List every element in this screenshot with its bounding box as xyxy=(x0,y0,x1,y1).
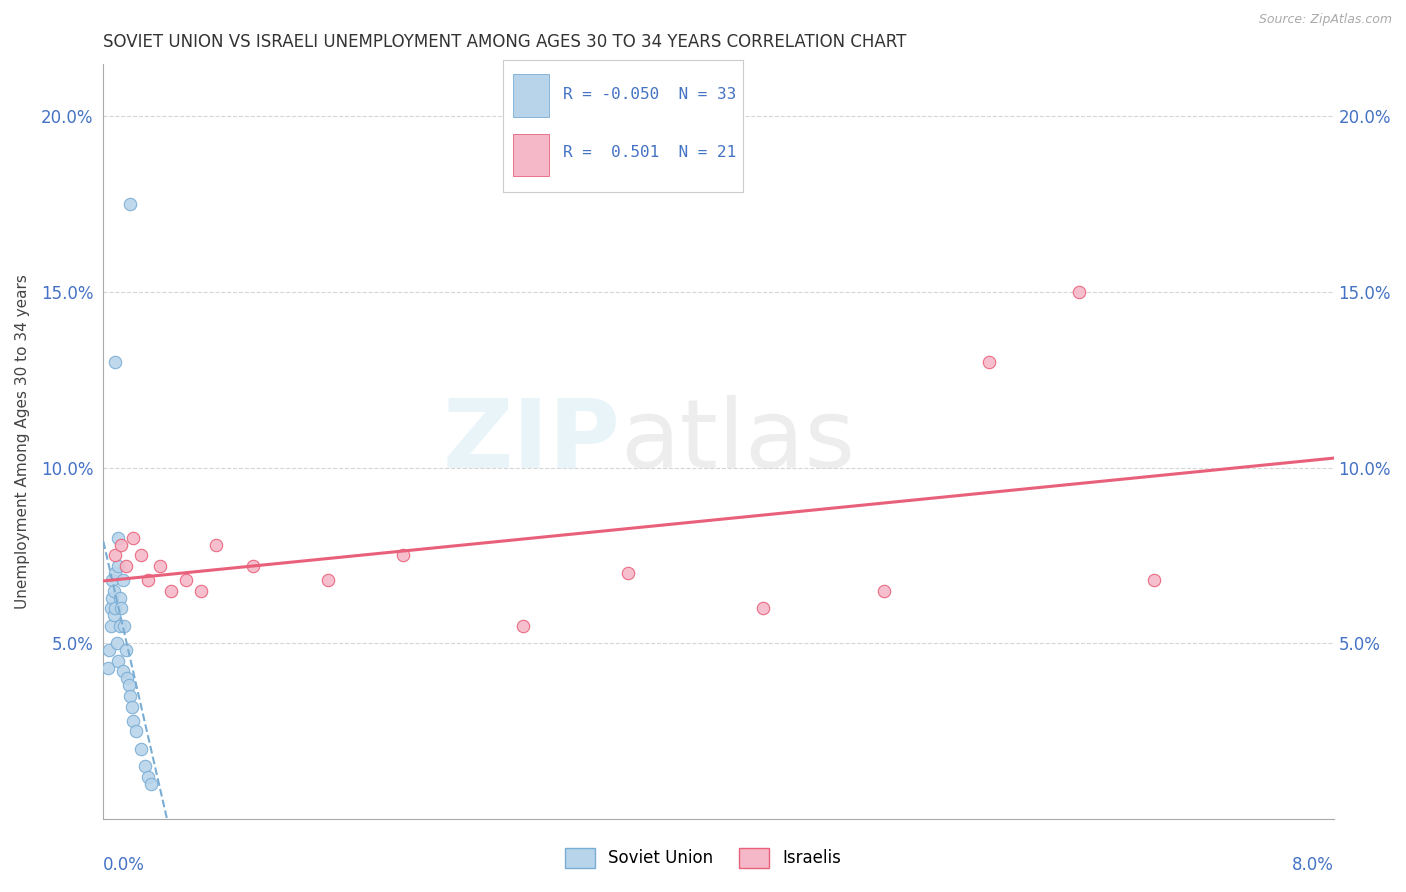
Point xyxy=(100,601,122,615)
Bar xyxy=(513,74,548,117)
Point xyxy=(872,583,894,598)
Point xyxy=(138,770,160,784)
Point xyxy=(111,573,134,587)
Point xyxy=(115,643,138,657)
Point xyxy=(108,591,131,605)
Text: Source: ZipAtlas.com: Source: ZipAtlas.com xyxy=(1258,13,1392,27)
Point xyxy=(122,531,145,545)
Point xyxy=(617,566,640,580)
Point xyxy=(512,619,534,633)
Point xyxy=(138,573,160,587)
Point xyxy=(101,591,124,605)
Point xyxy=(111,665,134,679)
Point xyxy=(112,619,135,633)
Point xyxy=(190,583,212,598)
Point xyxy=(105,636,128,650)
Point xyxy=(104,566,127,580)
Point xyxy=(752,601,775,615)
Point xyxy=(242,559,264,574)
Point xyxy=(107,654,129,668)
Point xyxy=(100,619,122,633)
Text: atlas: atlas xyxy=(620,395,855,488)
Point xyxy=(110,538,132,552)
Point xyxy=(160,583,183,598)
Point xyxy=(108,619,131,633)
Point xyxy=(121,699,143,714)
Text: SOVIET UNION VS ISRAELI UNEMPLOYMENT AMONG AGES 30 TO 34 YEARS CORRELATION CHART: SOVIET UNION VS ISRAELI UNEMPLOYMENT AMO… xyxy=(103,33,907,51)
Point xyxy=(129,549,152,563)
Point xyxy=(120,197,142,211)
Point xyxy=(149,559,172,574)
Point xyxy=(98,643,121,657)
Point xyxy=(107,559,129,574)
Point xyxy=(103,583,125,598)
Point xyxy=(104,549,127,563)
Point xyxy=(392,549,415,563)
Point xyxy=(107,531,129,545)
Bar xyxy=(513,134,548,176)
Point xyxy=(174,573,197,587)
Point xyxy=(1142,573,1164,587)
Text: R = -0.050  N = 33: R = -0.050 N = 33 xyxy=(564,87,737,103)
Point xyxy=(977,355,1000,369)
Point xyxy=(101,573,124,587)
Text: 8.0%: 8.0% xyxy=(1292,855,1334,873)
Text: R =  0.501  N = 21: R = 0.501 N = 21 xyxy=(564,145,737,161)
Point xyxy=(122,714,145,728)
Point xyxy=(125,724,148,739)
Point xyxy=(117,672,139,686)
Point xyxy=(104,601,127,615)
Point xyxy=(129,741,152,756)
Point xyxy=(97,661,120,675)
Point xyxy=(118,678,141,692)
Y-axis label: Unemployment Among Ages 30 to 34 years: Unemployment Among Ages 30 to 34 years xyxy=(15,274,30,608)
Point xyxy=(104,355,127,369)
Point xyxy=(120,689,142,703)
Text: ZIP: ZIP xyxy=(441,395,620,488)
Point xyxy=(115,559,138,574)
Point xyxy=(1067,285,1090,299)
Point xyxy=(141,777,163,791)
Text: 0.0%: 0.0% xyxy=(103,855,145,873)
Point xyxy=(205,538,228,552)
Point xyxy=(103,608,125,623)
Point xyxy=(110,601,132,615)
Legend: Soviet Union, Israelis: Soviet Union, Israelis xyxy=(558,841,848,875)
Point xyxy=(318,573,340,587)
Point xyxy=(134,759,156,773)
